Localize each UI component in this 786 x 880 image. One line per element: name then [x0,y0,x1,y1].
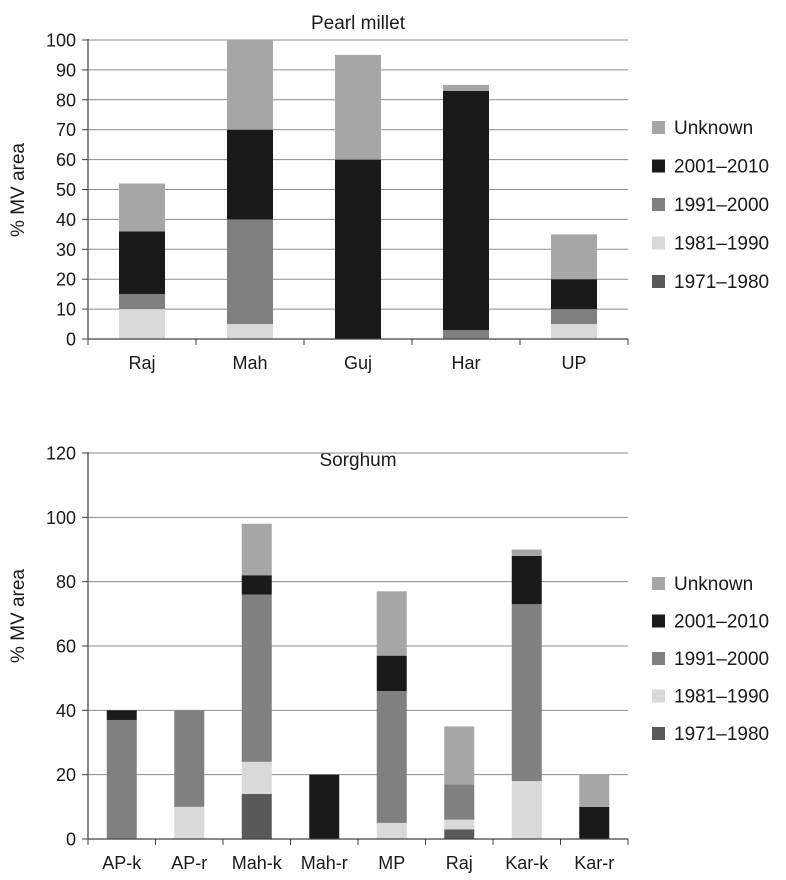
bar-segment [241,575,272,595]
x-tick-label: UP [561,353,586,373]
legend-swatch [652,275,665,288]
bar-segment [119,183,165,232]
bar-segment [376,691,407,823]
bar-segment [551,279,597,310]
y-tick-label: 60 [56,637,76,657]
legend-swatch [652,614,665,628]
legend-label: 1981–1990 [674,234,769,255]
bar-segment [444,784,475,820]
y-tick-label: 80 [56,90,76,110]
bar-segment [227,129,273,220]
bar-segment [579,774,610,807]
x-tick-label: Kar-r [574,853,614,873]
y-tick-label: 20 [56,765,76,785]
bar-segment [511,781,542,839]
y-tick-label: 70 [56,120,76,140]
y-tick-label: 40 [56,701,76,721]
y-axis-label: % MV area [8,143,29,237]
x-tick-label: Mah-k [232,853,283,873]
bar-segment [241,761,272,794]
legend-label: 2001–2010 [674,157,769,178]
legend-label: 1971–1980 [674,724,769,745]
legend-swatch [652,121,665,134]
legend-swatch [652,159,665,173]
y-tick-label: 80 [56,572,76,592]
bar-segment [444,829,475,839]
pearl-millet-chart: Pearl millet % MV area 0 10 20 30 40 50 60 70 80… [8,13,769,373]
x-tick-label: Mah [232,353,267,373]
sorghum-chart: Sorghum % MV area 0 20 40 60 80 100 120 AP-k AP-… [8,444,769,874]
bar-segment [106,719,137,839]
bar-segment [551,309,597,325]
y-tick-label: 120 [46,444,76,464]
bar-segment [119,309,165,339]
x-tick-label: AP-r [171,853,207,873]
legend-swatch [652,577,665,590]
y-tick-label: 90 [56,60,76,80]
bar-segment [551,324,597,339]
x-tick-label: MP [378,853,405,873]
bar-segment [444,726,475,785]
bar-segment [106,710,137,720]
bar-segment [511,604,542,782]
bar-segment [227,219,273,325]
y-tick-label: 40 [56,210,76,230]
legend-swatch [652,727,665,740]
bar-segment [241,523,272,576]
bar-segment [174,710,205,807]
legend-label: 2001–2010 [674,612,769,633]
x-tick-label: AP-k [102,853,142,873]
bar-segment [335,54,381,160]
legend-label: 1991–2000 [674,195,769,216]
y-tick-label: 0 [66,830,76,850]
y-tick-label: 60 [56,150,76,170]
legend-swatch [652,198,665,211]
y-tick-label: 100 [46,31,76,51]
y-tick-label: 10 [56,300,76,320]
bar-segment [227,40,273,130]
bar-segment [119,294,165,310]
x-tick-label: Kar-k [505,853,549,873]
legend-label: Unknown [674,118,753,139]
x-tick-label: Raj [446,853,473,873]
bar-segment [443,84,489,91]
legend-swatch [652,652,665,665]
x-tick-label: Har [451,353,480,373]
y-tick-label: 50 [56,180,76,200]
bar-segment [551,234,597,280]
bar-segment [335,159,381,339]
bar-segment [241,594,272,762]
bar-segment [443,90,489,331]
x-tick-label: Mah-r [301,853,348,873]
bar-segment [174,806,205,839]
x-tick-label: Guj [344,353,372,373]
y-tick-label: 100 [46,508,76,528]
y-tick-label: 20 [56,270,76,290]
legend-label: 1981–1990 [674,687,769,708]
bar-segment [309,774,340,839]
chart-title: Sorghum [319,450,396,471]
bar-segment [443,330,489,339]
bar-segment [511,555,542,605]
legend-label: Unknown [674,574,753,595]
bar-segment [376,822,407,839]
bar-segment [579,806,610,839]
bar-segment [444,819,475,830]
chart-title: Pearl millet [311,13,406,34]
legend-label: 1991–2000 [674,649,769,670]
y-tick-label: 30 [56,240,76,260]
x-tick-label: Raj [128,353,155,373]
bar-segment [227,324,273,339]
legend-label: 1971–1980 [674,272,769,293]
bar-segment [511,549,542,556]
y-tick-label: 0 [66,330,76,350]
bar-segment [241,793,272,839]
y-axis-label: % MV area [8,569,29,663]
legend-swatch [652,236,665,250]
bar-segment [119,231,165,295]
bar-segment [376,591,407,656]
legend-swatch [652,689,665,703]
bar-segment [376,655,407,692]
